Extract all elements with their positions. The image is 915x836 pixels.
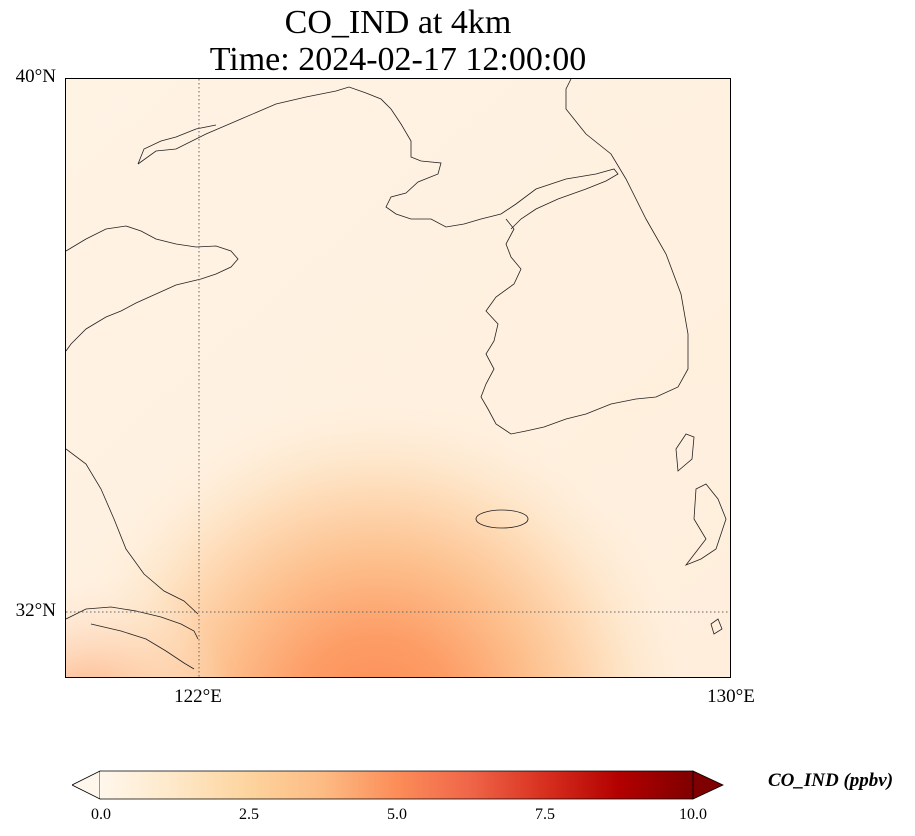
jeju-island	[475, 509, 529, 529]
colorbar	[72, 770, 724, 800]
colorbar-extend-min	[72, 770, 101, 800]
lat-tick-label-40: 40°N	[15, 66, 56, 87]
colorbar-label: CO_IND (ppbv)	[768, 770, 894, 791]
map-gridlines	[66, 79, 730, 677]
map-time-subtitle: Time: 2024-02-17 12:00:00	[209, 41, 587, 78]
lon-tick-label-130: 130°E	[707, 686, 755, 707]
colorbar-tick-5: 5.0	[387, 806, 407, 823]
colorbar-tick-10: 10.0	[679, 806, 707, 823]
colorbar-tick-7.5: 7.5	[535, 806, 555, 823]
colorbar-tick-0: 0.0	[91, 806, 111, 823]
lon-tick-label-122: 122°E	[174, 686, 222, 707]
colorbar-gradient	[100, 771, 693, 799]
concentration-plume-west	[66, 499, 730, 677]
map-canvas	[66, 79, 730, 677]
lat-tick-label-32: 32°N	[15, 600, 56, 621]
colorbar-tick-2.5: 2.5	[239, 806, 259, 823]
map-panel	[65, 78, 731, 678]
map-title: CO_IND at 4km	[284, 4, 512, 41]
colorbar-extend-max	[692, 770, 724, 800]
coastlines	[66, 79, 727, 670]
